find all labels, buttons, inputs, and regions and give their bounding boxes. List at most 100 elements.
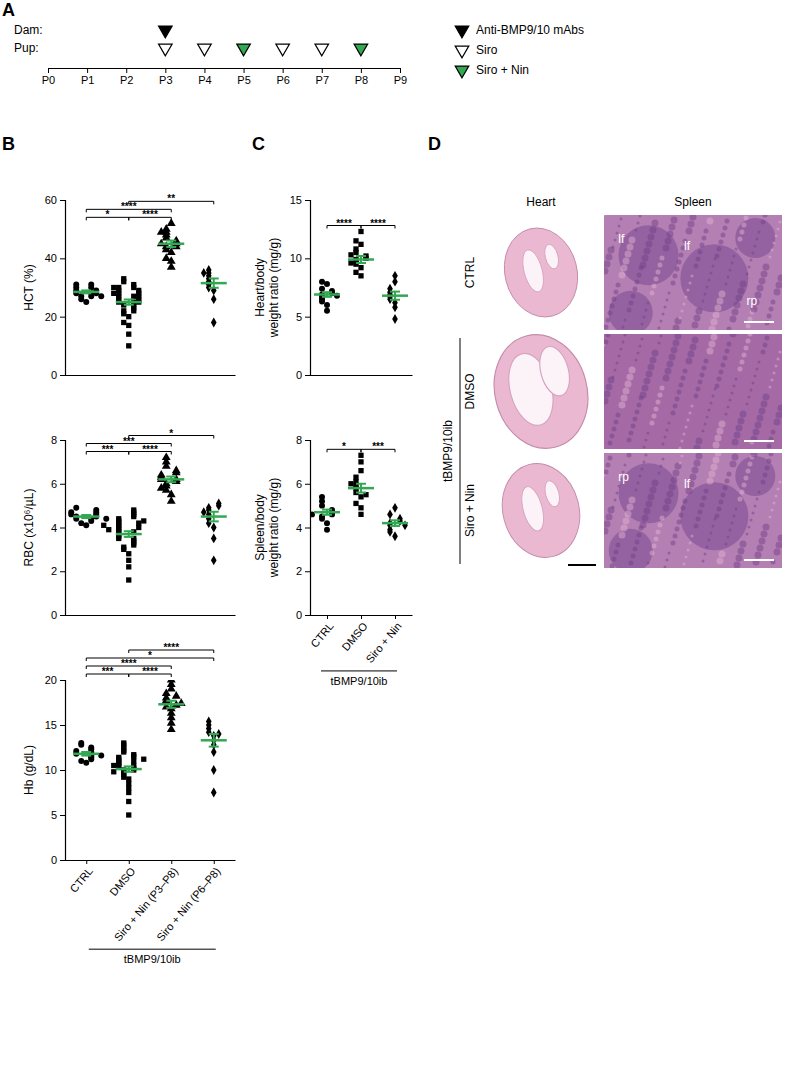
spleen-texture (675, 318, 682, 325)
spleen-texture (771, 430, 776, 435)
spleen-texture (648, 364, 655, 371)
data-point (358, 505, 363, 510)
spleen-texture (744, 346, 749, 351)
spleen-texture (639, 345, 642, 348)
spleen-texture (711, 464, 718, 471)
data-point (83, 299, 89, 305)
spleen-texture (725, 219, 730, 224)
spleen-texture (660, 320, 663, 323)
spleen-texture (733, 385, 736, 388)
error-bar-stem (213, 734, 215, 747)
spleen-texture (765, 466, 770, 471)
spleen-texture (725, 283, 728, 286)
error-bar-stem (360, 484, 362, 493)
y-tick-label: 15 (45, 719, 57, 731)
data-point (353, 475, 358, 480)
data-point (358, 229, 363, 234)
x-axis-line (66, 615, 236, 616)
y-tick-mark (305, 528, 310, 529)
spleen-texture (612, 427, 617, 432)
y-tick: 10 (290, 252, 310, 264)
y-tick: 8 (51, 434, 65, 446)
significance-label: **** (336, 218, 352, 229)
y-tick-mark (305, 571, 310, 572)
spleen-texture (635, 229, 638, 232)
spleen-texture (608, 247, 615, 254)
spleen-texture (654, 277, 659, 282)
significance-label: **** (142, 444, 158, 455)
spleen-texture (679, 317, 682, 320)
spleen-texture (679, 383, 684, 388)
column-header: Heart (526, 195, 556, 209)
spleen-texture (742, 223, 747, 228)
error-bar-cap (166, 240, 176, 242)
spleen-texture (618, 355, 621, 358)
spleen-follicle (609, 291, 653, 330)
spleen-texture (721, 233, 726, 238)
spleen-texture (753, 429, 760, 436)
y-tick-mark (60, 258, 65, 259)
spleen-texture (691, 275, 694, 278)
y-tick-mark (60, 440, 65, 441)
column-header: Spleen (674, 195, 711, 209)
error-bar (322, 510, 332, 515)
spleen-texture (769, 386, 772, 389)
data-point (348, 252, 353, 257)
y-axis-title: HCT (%) (22, 264, 36, 310)
timeline-tick-label: P6 (276, 74, 289, 86)
y-axis: 051015 (290, 194, 311, 381)
spleen-texture (663, 375, 670, 382)
error-bar-cap (166, 481, 176, 483)
panel-label: B (2, 134, 15, 154)
spleen-texture (715, 305, 722, 312)
spleen-texture (647, 562, 650, 565)
spleen-texture (773, 372, 776, 375)
data-point (358, 273, 363, 278)
spleen-texture (702, 236, 707, 241)
x-tick-label: CTRL (308, 620, 336, 650)
significance-label: **** (121, 658, 137, 669)
spleen-texture (644, 248, 651, 255)
spleen-texture (664, 436, 667, 439)
data-point (324, 520, 330, 526)
spleen-texture (773, 502, 776, 505)
spleen-texture (637, 273, 642, 278)
timeline-tick-mark (244, 68, 245, 73)
spleen-texture (677, 390, 682, 395)
error-bar (81, 290, 91, 293)
spleen-texture (723, 486, 728, 491)
data-point (93, 507, 99, 513)
timeline-tick-label: P7 (316, 74, 329, 86)
spleen-texture (727, 472, 732, 477)
spleen-texture (761, 220, 766, 225)
data-point (101, 523, 106, 528)
spleen-texture (637, 403, 642, 408)
spleen-texture (700, 373, 705, 378)
spleen-follicle (619, 463, 679, 523)
spleen-texture (658, 327, 661, 330)
y-tick-mark (305, 440, 310, 441)
spleen-texture (706, 546, 709, 549)
spleen-texture (719, 421, 726, 428)
spleen-texture (625, 251, 632, 258)
spleen-texture (775, 235, 778, 238)
data-point (131, 758, 136, 763)
data-point (106, 527, 111, 532)
spleen-texture (658, 523, 663, 528)
y-tick-mark (60, 571, 65, 572)
group-bracket (460, 338, 461, 564)
x-axis-line (66, 860, 236, 861)
data-point (358, 242, 363, 247)
spleen-texture (652, 480, 659, 487)
x-tick-mark (327, 615, 328, 619)
error-bar-cap (209, 277, 219, 279)
data-point (353, 238, 358, 243)
spleen-texture (712, 525, 715, 528)
group-label: tBMP9/10ib (124, 953, 181, 965)
timeline-tick: P4 (198, 68, 211, 86)
spleen-region-label: lf (618, 232, 625, 246)
spleen-texture (738, 418, 745, 425)
spleen-texture (748, 334, 753, 337)
error-bar (390, 292, 400, 300)
spleen-texture (660, 256, 665, 261)
